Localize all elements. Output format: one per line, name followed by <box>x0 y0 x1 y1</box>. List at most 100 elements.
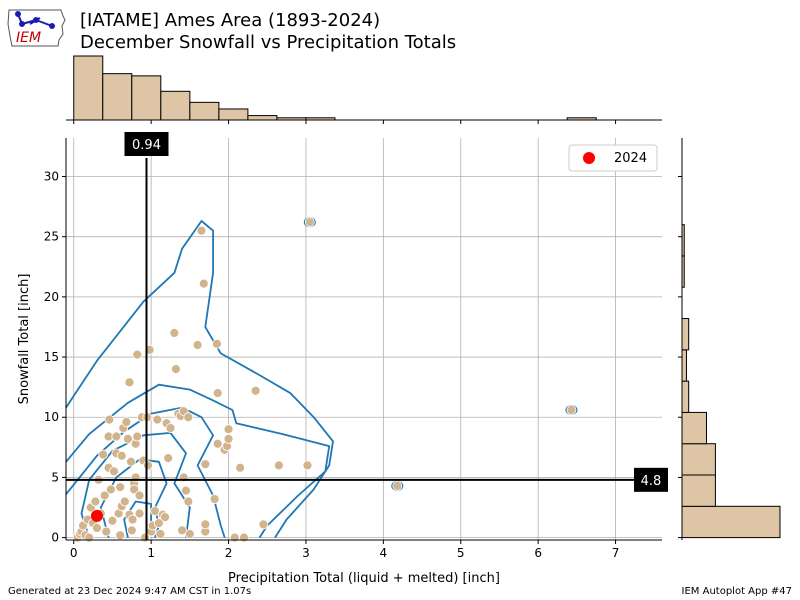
data-point <box>152 414 163 425</box>
right-histogram-bar <box>681 349 687 382</box>
data-point <box>209 494 220 504</box>
y-tick-label: 15 <box>44 350 59 364</box>
reference-lines: 0.94 4.8 <box>66 132 668 540</box>
data-point <box>129 484 140 495</box>
data-point <box>116 450 127 461</box>
data-point <box>392 480 403 491</box>
grid <box>66 138 662 540</box>
data-point <box>192 340 203 350</box>
data-point <box>163 453 174 464</box>
y-tick-label: 25 <box>44 230 59 244</box>
x-tick-label: 7 <box>612 546 620 560</box>
y-tick-label: 5 <box>51 470 59 484</box>
kde-contour <box>65 383 331 539</box>
data-point <box>212 388 223 399</box>
data-point <box>124 377 135 388</box>
kde-contours <box>65 217 578 539</box>
logo-text: IEM <box>16 30 41 46</box>
data-point <box>115 530 126 541</box>
data-point <box>198 278 209 289</box>
data-point <box>160 512 170 523</box>
data-point <box>223 424 234 435</box>
highlight-point-2024 <box>90 509 103 522</box>
data-point <box>184 529 195 539</box>
data-point <box>212 438 223 449</box>
x-tick-label: 3 <box>302 546 310 560</box>
x-tick-label: 1 <box>147 546 155 560</box>
data-point <box>115 482 126 492</box>
data-point <box>200 519 211 530</box>
y-tick-label: 10 <box>44 410 59 424</box>
data-point <box>304 217 315 228</box>
x-tick-label: 2 <box>225 546 233 560</box>
data-point <box>121 417 132 427</box>
data-point <box>200 459 211 470</box>
right-histogram-bar <box>681 474 716 507</box>
right-histogram-bar <box>681 318 690 351</box>
data-point <box>566 405 577 415</box>
footer-generated: Generated at 23 Dec 2024 9:47 AM CST in … <box>8 586 252 597</box>
data-point <box>171 364 181 374</box>
x-tick-label: 5 <box>457 546 465 560</box>
kde-contour <box>80 432 191 538</box>
data-point <box>134 508 145 519</box>
kde-contour <box>65 220 334 539</box>
data-point <box>104 414 115 425</box>
data-point <box>101 526 112 537</box>
right-histogram <box>678 138 781 540</box>
chart-subtitle: December Snowfall vs Precipitation Total… <box>80 32 457 53</box>
y-tick-label: 0 <box>51 531 59 545</box>
data-point <box>196 225 207 236</box>
data-point <box>126 525 137 536</box>
chart-title: [IATAME] Ames Area (1893-2024) <box>80 10 381 31</box>
data-point <box>181 485 191 496</box>
data-point <box>183 412 194 423</box>
iem-logo: IEM <box>7 9 66 47</box>
footer-app: IEM Autoplot App #47 <box>681 586 792 597</box>
data-point <box>153 518 164 529</box>
top-histogram-bar <box>247 115 278 121</box>
data-point <box>143 460 153 471</box>
right-histogram-bar <box>681 505 781 539</box>
median-snow-label: 4.8 <box>641 474 662 489</box>
legend: 2024 <box>568 144 658 172</box>
data-point <box>123 433 133 444</box>
top-histogram-bar <box>189 101 220 121</box>
axes: 0 1 2 3 4 5 6 7 0 5 10 15 20 25 30 Precipitation Total … <box>17 138 662 586</box>
data-point <box>126 456 136 467</box>
legend-marker-2024 <box>583 152 595 164</box>
right-histogram-bar <box>681 380 690 413</box>
iowa-state-outline <box>7 9 66 47</box>
data-point <box>273 460 284 471</box>
data-point <box>109 466 119 477</box>
data-point <box>239 532 249 543</box>
right-histogram-bar <box>681 443 716 476</box>
right-histogram-bar <box>681 411 707 445</box>
data-point <box>302 460 313 471</box>
median-snow-label-box <box>634 467 668 492</box>
top-histogram-bar <box>218 108 249 121</box>
y-tick-label: 30 <box>44 170 59 184</box>
scatter-points <box>72 217 577 543</box>
legend-label-2024: 2024 <box>614 151 647 166</box>
data-point <box>165 423 176 433</box>
data-point <box>223 433 234 444</box>
y-tick-label: 20 <box>44 290 59 304</box>
data-point <box>98 449 109 460</box>
data-point <box>250 385 261 396</box>
data-point <box>235 462 246 473</box>
top-histogram-bar <box>102 73 133 121</box>
data-point <box>127 514 138 525</box>
data-point <box>132 349 143 360</box>
data-point <box>212 338 222 349</box>
network-icon <box>15 11 55 29</box>
data-point <box>134 490 145 501</box>
data-point <box>155 529 166 539</box>
data-point <box>107 515 118 526</box>
data-point <box>183 496 194 507</box>
y-axis-label: Snowfall Total [inch] <box>17 274 32 405</box>
data-point <box>229 532 240 543</box>
data-point <box>92 523 102 533</box>
data-point <box>169 328 180 338</box>
median-precip-label: 0.94 <box>132 138 161 153</box>
